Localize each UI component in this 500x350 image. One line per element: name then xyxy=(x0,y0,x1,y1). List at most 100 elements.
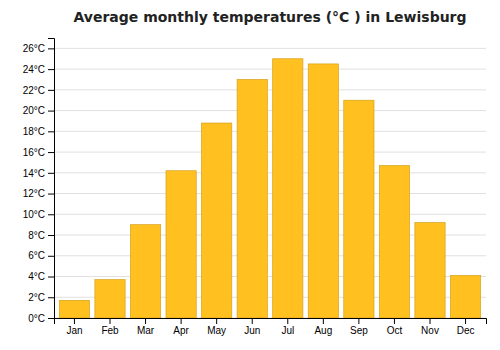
bar xyxy=(130,225,160,318)
x-tick-label: Jan xyxy=(66,325,82,336)
x-tick-mark xyxy=(465,318,466,324)
x-tick-mark xyxy=(252,318,253,324)
x-tick: Jun xyxy=(244,318,260,336)
x-tick-mark xyxy=(323,318,324,324)
x-tick-label: Oct xyxy=(387,325,403,336)
x-tick-label: Dec xyxy=(457,325,475,336)
x-tick-mark xyxy=(110,318,111,324)
x-tick-mark xyxy=(145,318,146,324)
y-tick-label: 26°C xyxy=(23,43,45,54)
y-tick-mark xyxy=(48,297,54,298)
x-tick-label: Mar xyxy=(137,325,155,336)
y-tick: 8°C xyxy=(28,230,54,241)
grid-line xyxy=(54,110,486,111)
y-tick-mark xyxy=(48,277,54,278)
y-tick: 24°C xyxy=(23,64,54,75)
x-tick-mark xyxy=(358,318,359,324)
y-tick: 0°C xyxy=(28,313,54,324)
y-tick: 2°C xyxy=(28,292,54,303)
y-axis: 0°C 2°C 4°C 6°C 8°C 10°C 12°C 14°C 16°C 18°C 20°C 2… xyxy=(23,39,55,324)
bar xyxy=(415,223,445,318)
y-tick-label: 14°C xyxy=(23,168,45,179)
title: Average monthly temperatures (°C ) in Le… xyxy=(73,9,466,25)
grid-line xyxy=(54,214,486,215)
x-tick-label: Aug xyxy=(314,325,332,336)
y-tick-label: 2°C xyxy=(28,292,45,303)
x-tick: Aug xyxy=(314,318,332,336)
chart-container: 0°C 2°C 4°C 6°C 8°C 10°C 12°C 14°C 16°C 18°C 20°C 2… xyxy=(0,0,500,350)
x-tick: Dec xyxy=(457,318,475,336)
x-tick-mark xyxy=(74,318,75,324)
x-tick: Jan xyxy=(66,318,82,336)
x-tick-mark xyxy=(287,318,288,324)
bar xyxy=(450,275,480,318)
bar xyxy=(379,166,409,318)
x-tick-label: Nov xyxy=(421,325,439,336)
y-tick: 16°C xyxy=(23,147,54,158)
x-tick-mark xyxy=(181,318,182,324)
y-tick-label: 6°C xyxy=(28,250,45,261)
bar xyxy=(95,280,125,318)
bar xyxy=(59,300,89,318)
chart-svg: 0°C 2°C 4°C 6°C 8°C 10°C 12°C 14°C 16°C 18°C 20°C 2… xyxy=(0,0,500,350)
grid-line xyxy=(54,131,486,132)
grid-line xyxy=(54,193,486,194)
x-tick-label: Sep xyxy=(350,325,368,336)
x-axis-line xyxy=(55,319,487,325)
bar xyxy=(308,64,338,318)
bar xyxy=(273,59,303,318)
y-tick: 20°C xyxy=(23,105,54,116)
x-tick-label: Apr xyxy=(173,325,189,336)
x-tick: Feb xyxy=(101,318,119,336)
y-tick-mark xyxy=(48,235,54,236)
y-tick-label: 20°C xyxy=(23,105,45,116)
y-tick-mark xyxy=(48,214,54,215)
y-tick-mark xyxy=(48,173,54,174)
y-tick: 6°C xyxy=(28,250,54,261)
x-tick-mark xyxy=(394,318,395,324)
x-tick: May xyxy=(207,318,226,336)
y-tick-mark xyxy=(48,69,54,70)
y-tick-mark xyxy=(48,194,54,195)
y-tick-mark xyxy=(48,48,54,49)
x-tick: Nov xyxy=(421,318,439,336)
y-tick-mark xyxy=(48,131,54,132)
x-tick-label: Jul xyxy=(281,325,294,336)
y-tick: 22°C xyxy=(23,85,54,96)
bar xyxy=(237,79,267,318)
y-tick-label: 0°C xyxy=(28,313,45,324)
grid-line xyxy=(54,89,486,90)
y-tick: 10°C xyxy=(23,209,54,220)
y-tick-mark xyxy=(48,111,54,112)
x-tick-mark xyxy=(216,318,217,324)
x-axis: Jan Feb Mar Apr May Jun Jul Aug Sep Oct Nov Dec xyxy=(55,318,487,336)
bars xyxy=(59,59,480,318)
y-tick: 4°C xyxy=(28,271,54,282)
x-tick: Sep xyxy=(350,318,368,336)
x-tick-label: May xyxy=(207,325,226,336)
x-tick-mark xyxy=(430,318,431,324)
y-tick: 14°C xyxy=(23,168,54,179)
y-tick-label: 10°C xyxy=(23,209,45,220)
y-tick-mark xyxy=(48,318,54,319)
y-tick: 18°C xyxy=(23,126,54,137)
grid xyxy=(54,48,486,318)
bar xyxy=(344,100,374,318)
x-tick-label: Jun xyxy=(244,325,260,336)
grid-line xyxy=(54,48,486,49)
y-tick-label: 18°C xyxy=(23,126,45,137)
y-tick-label: 24°C xyxy=(23,64,45,75)
y-tick-mark xyxy=(48,256,54,257)
y-tick: 12°C xyxy=(23,188,54,199)
y-tick-label: 8°C xyxy=(28,230,45,241)
x-tick: Apr xyxy=(173,318,189,336)
y-tick: 26°C xyxy=(23,43,54,54)
grid-line xyxy=(54,152,486,153)
y-tick-mark xyxy=(48,90,54,91)
y-tick-label: 12°C xyxy=(23,188,45,199)
y-tick-label: 16°C xyxy=(23,147,45,158)
y-tick-label: 22°C xyxy=(23,85,45,96)
x-tick: Jul xyxy=(281,318,294,336)
x-tick-label: Feb xyxy=(101,325,119,336)
y-axis-line xyxy=(48,39,55,319)
